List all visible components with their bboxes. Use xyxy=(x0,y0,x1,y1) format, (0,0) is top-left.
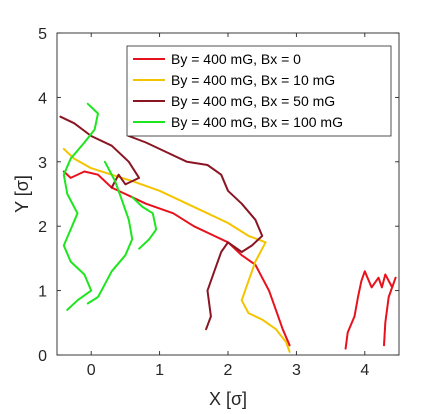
series-3-line-2 xyxy=(131,196,158,250)
y-tick-label: 1 xyxy=(38,284,47,301)
series-layer xyxy=(59,102,397,353)
series-0-line-0 xyxy=(62,170,291,347)
x-axis-ticks: 0 1 2 3 4 xyxy=(87,33,369,379)
series-3-line-1 xyxy=(86,160,134,305)
y-tick-label: 4 xyxy=(38,90,47,107)
series-2-line-0 xyxy=(59,115,141,189)
x-tick-label: 1 xyxy=(155,362,164,379)
series-3-line-0 xyxy=(62,102,99,311)
x-axis-label: X [σ] xyxy=(209,389,247,409)
legend-label: By = 400 mG, Bx = 0 xyxy=(171,51,301,67)
y-tick-label: 5 xyxy=(38,26,47,43)
y-tick-label: 0 xyxy=(38,348,47,365)
legend-label: By = 400 mG, Bx = 10 mG xyxy=(171,72,335,88)
series-2-line-1 xyxy=(127,135,264,331)
x-tick-label: 0 xyxy=(87,362,96,379)
legend-label: By = 400 mG, Bx = 50 mG xyxy=(171,93,335,109)
y-axis-label: Y [σ] xyxy=(12,175,32,213)
legend-box xyxy=(126,45,392,137)
x-tick-label: 4 xyxy=(360,362,369,379)
y-tick-label: 2 xyxy=(38,219,47,236)
x-tick-label: 2 xyxy=(224,362,233,379)
series-0-line-1 xyxy=(344,270,397,350)
legend: By = 400 mG, Bx = 0 By = 400 mG, Bx = 10 … xyxy=(126,45,392,137)
y-axis-ticks: 0 1 2 3 4 5 xyxy=(38,26,399,365)
legend-label: By = 400 mG, Bx = 100 mG xyxy=(171,114,343,130)
x-tick-label: 3 xyxy=(292,362,301,379)
y-tick-label: 3 xyxy=(38,155,47,172)
